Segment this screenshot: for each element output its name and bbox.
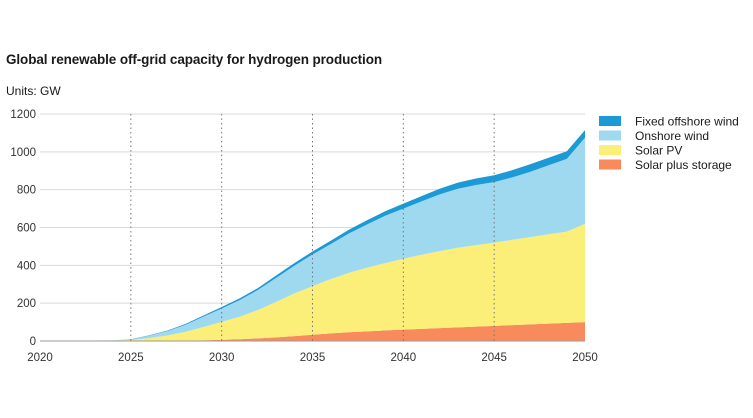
legend-swatch-onshore-wind [599, 130, 621, 141]
y-tick-label-1200: 1200 [10, 109, 36, 121]
y-tick-label-800: 800 [17, 185, 36, 197]
y-tick-label-600: 600 [17, 223, 36, 235]
legend-label-onshore-wind: Onshore wind [635, 129, 709, 143]
y-tick-label-200: 200 [17, 298, 36, 310]
area-onshore-wind [40, 137, 585, 341]
legend-swatch-solar-plus-storage [599, 159, 621, 170]
legend-swatch-solar-pv [599, 145, 621, 155]
x-tick-label-2025: 2025 [118, 352, 144, 364]
x-tick-label-2050: 2050 [572, 352, 598, 364]
legend-label-solar-plus-storage: Solar plus storage [635, 158, 732, 172]
area-solar-plus-storage [40, 322, 585, 341]
y-tick-label-0: 0 [30, 336, 36, 348]
area-solar-pv [40, 223, 585, 341]
chart-title: Global renewable off-grid capacity for h… [6, 52, 382, 67]
x-tick-label-2020: 2020 [27, 352, 53, 364]
y-tick-label-1000: 1000 [10, 147, 36, 159]
x-tick-label-2030: 2030 [209, 352, 235, 364]
y-tick-label-400: 400 [17, 260, 36, 272]
x-tick-label-2045: 2045 [481, 352, 507, 364]
x-tick-label-2035: 2035 [300, 352, 326, 364]
legend-label-fixed-offshore-wind: Fixed offshore wind [635, 115, 739, 129]
legend-swatch-fixed-offshore-wind [599, 116, 621, 126]
axes: 0 200 400 600 800 1000 1200 2020 2025 2030 2035 204… [10, 109, 597, 364]
legend-label-solar-pv: Solar PV [635, 144, 682, 158]
x-tick-label-2040: 2040 [391, 352, 417, 364]
chart-units: Units: GW [6, 84, 61, 98]
stacked-areas [40, 114, 585, 341]
